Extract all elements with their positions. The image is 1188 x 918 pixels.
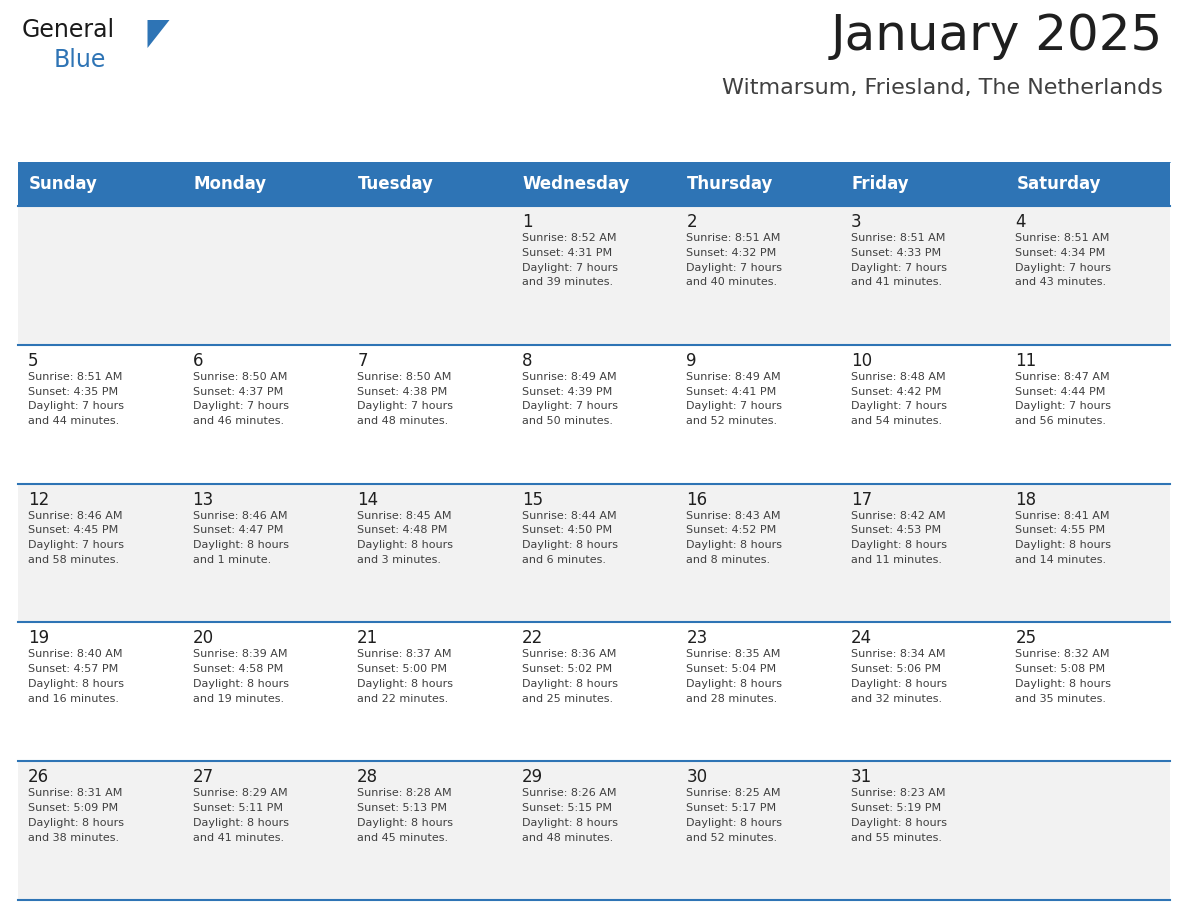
Text: 25: 25	[1016, 630, 1037, 647]
Text: 29: 29	[522, 768, 543, 786]
Text: 19: 19	[29, 630, 49, 647]
Text: 20: 20	[192, 630, 214, 647]
Text: Sunrise: 8:50 AM
Sunset: 4:38 PM
Daylight: 7 hours
and 48 minutes.: Sunrise: 8:50 AM Sunset: 4:38 PM Dayligh…	[358, 372, 453, 426]
Text: 22: 22	[522, 630, 543, 647]
Bar	[18, 162, 183, 206]
Text: Sunrise: 8:25 AM
Sunset: 5:17 PM
Daylight: 8 hours
and 52 minutes.: Sunrise: 8:25 AM Sunset: 5:17 PM Dayligh…	[687, 789, 782, 843]
Text: Monday: Monday	[194, 175, 266, 193]
Text: 7: 7	[358, 352, 367, 370]
Text: Sunrise: 8:34 AM
Sunset: 5:06 PM
Daylight: 8 hours
and 32 minutes.: Sunrise: 8:34 AM Sunset: 5:06 PM Dayligh…	[851, 649, 947, 704]
Text: Blue: Blue	[53, 48, 107, 72]
Text: 1: 1	[522, 213, 532, 231]
Text: Sunday: Sunday	[29, 175, 97, 193]
Text: Sunrise: 8:46 AM
Sunset: 4:45 PM
Daylight: 7 hours
and 58 minutes.: Sunrise: 8:46 AM Sunset: 4:45 PM Dayligh…	[29, 510, 124, 565]
Text: Sunrise: 8:39 AM
Sunset: 4:58 PM
Daylight: 8 hours
and 19 minutes.: Sunrise: 8:39 AM Sunset: 4:58 PM Dayligh…	[192, 649, 289, 704]
Text: 13: 13	[192, 490, 214, 509]
Text: Sunrise: 8:47 AM
Sunset: 4:44 PM
Daylight: 7 hours
and 56 minutes.: Sunrise: 8:47 AM Sunset: 4:44 PM Dayligh…	[1016, 372, 1112, 426]
Text: 3: 3	[851, 213, 861, 231]
Text: 2: 2	[687, 213, 697, 231]
Text: 10: 10	[851, 352, 872, 370]
Text: 6: 6	[192, 352, 203, 370]
Text: 17: 17	[851, 490, 872, 509]
Bar	[1005, 162, 1170, 206]
Text: 27: 27	[192, 768, 214, 786]
Bar	[18, 761, 1170, 900]
Bar	[347, 162, 512, 206]
Bar	[183, 162, 347, 206]
Text: Sunrise: 8:51 AM
Sunset: 4:32 PM
Daylight: 7 hours
and 40 minutes.: Sunrise: 8:51 AM Sunset: 4:32 PM Dayligh…	[687, 233, 782, 287]
Text: Thursday: Thursday	[688, 175, 773, 193]
Text: 16: 16	[687, 490, 707, 509]
Bar	[18, 484, 1170, 622]
Polygon shape	[147, 20, 170, 48]
Text: Sunrise: 8:46 AM
Sunset: 4:47 PM
Daylight: 8 hours
and 1 minute.: Sunrise: 8:46 AM Sunset: 4:47 PM Dayligh…	[192, 510, 289, 565]
Text: 28: 28	[358, 768, 378, 786]
Text: 23: 23	[687, 630, 708, 647]
Text: Sunrise: 8:23 AM
Sunset: 5:19 PM
Daylight: 8 hours
and 55 minutes.: Sunrise: 8:23 AM Sunset: 5:19 PM Dayligh…	[851, 789, 947, 843]
Text: Sunrise: 8:49 AM
Sunset: 4:39 PM
Daylight: 7 hours
and 50 minutes.: Sunrise: 8:49 AM Sunset: 4:39 PM Dayligh…	[522, 372, 618, 426]
Text: Wednesday: Wednesday	[523, 175, 630, 193]
Text: 5: 5	[29, 352, 38, 370]
Text: Sunrise: 8:44 AM
Sunset: 4:50 PM
Daylight: 8 hours
and 6 minutes.: Sunrise: 8:44 AM Sunset: 4:50 PM Dayligh…	[522, 510, 618, 565]
Text: Sunrise: 8:45 AM
Sunset: 4:48 PM
Daylight: 8 hours
and 3 minutes.: Sunrise: 8:45 AM Sunset: 4:48 PM Dayligh…	[358, 510, 453, 565]
Bar	[18, 622, 1170, 761]
Text: 8: 8	[522, 352, 532, 370]
Text: Sunrise: 8:32 AM
Sunset: 5:08 PM
Daylight: 8 hours
and 35 minutes.: Sunrise: 8:32 AM Sunset: 5:08 PM Dayligh…	[1016, 649, 1112, 704]
Text: 24: 24	[851, 630, 872, 647]
Text: Sunrise: 8:37 AM
Sunset: 5:00 PM
Daylight: 8 hours
and 22 minutes.: Sunrise: 8:37 AM Sunset: 5:00 PM Dayligh…	[358, 649, 453, 704]
Text: Sunrise: 8:41 AM
Sunset: 4:55 PM
Daylight: 8 hours
and 14 minutes.: Sunrise: 8:41 AM Sunset: 4:55 PM Dayligh…	[1016, 510, 1112, 565]
Bar	[512, 162, 676, 206]
Text: Sunrise: 8:29 AM
Sunset: 5:11 PM
Daylight: 8 hours
and 41 minutes.: Sunrise: 8:29 AM Sunset: 5:11 PM Dayligh…	[192, 789, 289, 843]
Text: 9: 9	[687, 352, 697, 370]
Bar	[18, 206, 1170, 345]
Text: Sunrise: 8:36 AM
Sunset: 5:02 PM
Daylight: 8 hours
and 25 minutes.: Sunrise: 8:36 AM Sunset: 5:02 PM Dayligh…	[522, 649, 618, 704]
Text: Sunrise: 8:50 AM
Sunset: 4:37 PM
Daylight: 7 hours
and 46 minutes.: Sunrise: 8:50 AM Sunset: 4:37 PM Dayligh…	[192, 372, 289, 426]
Text: Sunrise: 8:51 AM
Sunset: 4:34 PM
Daylight: 7 hours
and 43 minutes.: Sunrise: 8:51 AM Sunset: 4:34 PM Dayligh…	[1016, 233, 1112, 287]
Text: Sunrise: 8:51 AM
Sunset: 4:33 PM
Daylight: 7 hours
and 41 minutes.: Sunrise: 8:51 AM Sunset: 4:33 PM Dayligh…	[851, 233, 947, 287]
Bar	[841, 162, 1005, 206]
Text: 4: 4	[1016, 213, 1026, 231]
Text: Saturday: Saturday	[1017, 175, 1101, 193]
Text: 14: 14	[358, 490, 378, 509]
Text: General: General	[23, 18, 115, 42]
Text: 11: 11	[1016, 352, 1037, 370]
Text: Sunrise: 8:40 AM
Sunset: 4:57 PM
Daylight: 8 hours
and 16 minutes.: Sunrise: 8:40 AM Sunset: 4:57 PM Dayligh…	[29, 649, 124, 704]
Text: Sunrise: 8:42 AM
Sunset: 4:53 PM
Daylight: 8 hours
and 11 minutes.: Sunrise: 8:42 AM Sunset: 4:53 PM Dayligh…	[851, 510, 947, 565]
Text: January 2025: January 2025	[830, 12, 1163, 60]
Text: 18: 18	[1016, 490, 1037, 509]
Text: Sunrise: 8:51 AM
Sunset: 4:35 PM
Daylight: 7 hours
and 44 minutes.: Sunrise: 8:51 AM Sunset: 4:35 PM Dayligh…	[29, 372, 124, 426]
Text: Sunrise: 8:49 AM
Sunset: 4:41 PM
Daylight: 7 hours
and 52 minutes.: Sunrise: 8:49 AM Sunset: 4:41 PM Dayligh…	[687, 372, 782, 426]
Text: Friday: Friday	[852, 175, 910, 193]
Text: 31: 31	[851, 768, 872, 786]
Text: 21: 21	[358, 630, 379, 647]
Text: Witmarsum, Friesland, The Netherlands: Witmarsum, Friesland, The Netherlands	[722, 78, 1163, 98]
Text: Sunrise: 8:28 AM
Sunset: 5:13 PM
Daylight: 8 hours
and 45 minutes.: Sunrise: 8:28 AM Sunset: 5:13 PM Dayligh…	[358, 789, 453, 843]
Bar	[676, 162, 841, 206]
Text: Sunrise: 8:35 AM
Sunset: 5:04 PM
Daylight: 8 hours
and 28 minutes.: Sunrise: 8:35 AM Sunset: 5:04 PM Dayligh…	[687, 649, 782, 704]
Text: 26: 26	[29, 768, 49, 786]
Bar	[18, 345, 1170, 484]
Text: Sunrise: 8:31 AM
Sunset: 5:09 PM
Daylight: 8 hours
and 38 minutes.: Sunrise: 8:31 AM Sunset: 5:09 PM Dayligh…	[29, 789, 124, 843]
Text: Sunrise: 8:26 AM
Sunset: 5:15 PM
Daylight: 8 hours
and 48 minutes.: Sunrise: 8:26 AM Sunset: 5:15 PM Dayligh…	[522, 789, 618, 843]
Text: Sunrise: 8:48 AM
Sunset: 4:42 PM
Daylight: 7 hours
and 54 minutes.: Sunrise: 8:48 AM Sunset: 4:42 PM Dayligh…	[851, 372, 947, 426]
Text: 12: 12	[29, 490, 49, 509]
Text: 15: 15	[522, 490, 543, 509]
Text: Sunrise: 8:43 AM
Sunset: 4:52 PM
Daylight: 8 hours
and 8 minutes.: Sunrise: 8:43 AM Sunset: 4:52 PM Dayligh…	[687, 510, 782, 565]
Text: Tuesday: Tuesday	[358, 175, 434, 193]
Text: 30: 30	[687, 768, 707, 786]
Text: Sunrise: 8:52 AM
Sunset: 4:31 PM
Daylight: 7 hours
and 39 minutes.: Sunrise: 8:52 AM Sunset: 4:31 PM Dayligh…	[522, 233, 618, 287]
